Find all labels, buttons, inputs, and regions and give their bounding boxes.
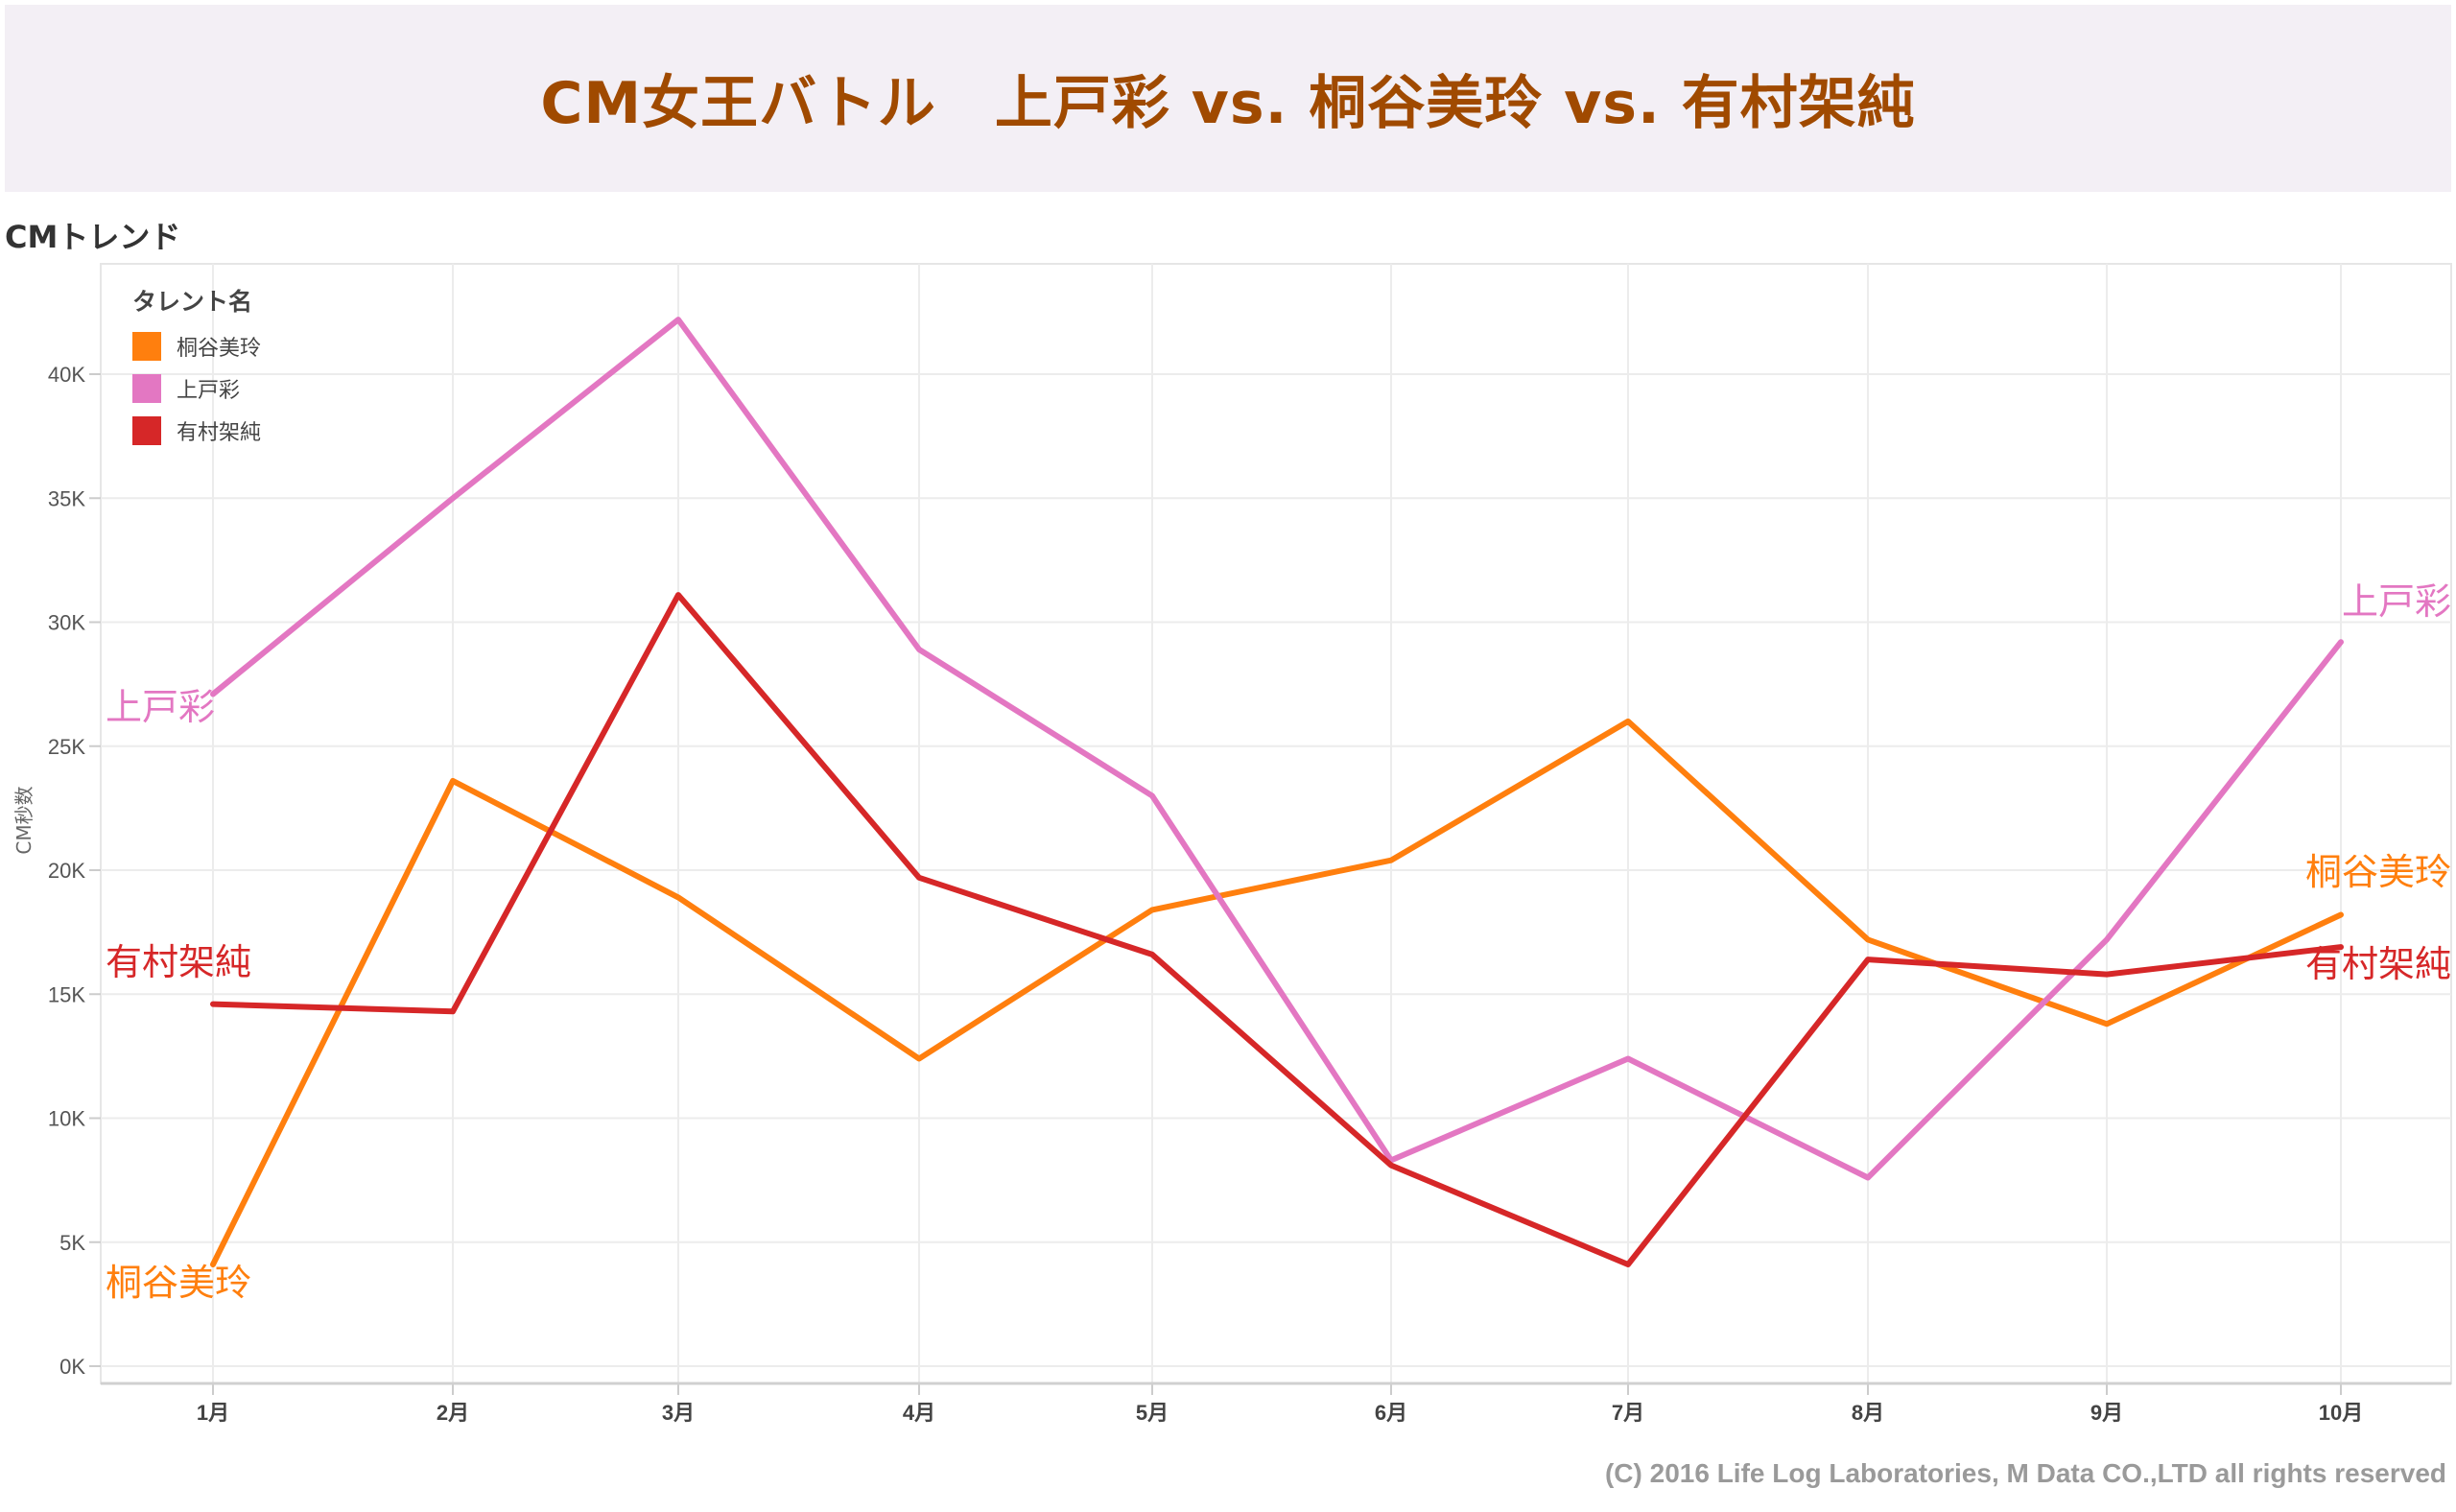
- page-title: CM女王バトル 上戸彩 vs. 桐谷美玲 vs. 有村架純: [540, 70, 1916, 137]
- series-end-label: 有村架純: [106, 941, 251, 983]
- x-tick-label: 10月: [2319, 1401, 2363, 1425]
- legend-title: タレント名: [132, 288, 253, 316]
- series-end-label: 桐谷美玲: [2305, 851, 2451, 893]
- x-tick-label: 6月: [1375, 1401, 1407, 1425]
- legend-swatch: [132, 374, 161, 403]
- legend-item[interactable]: 有村架純: [132, 410, 261, 452]
- legend: タレント名 桐谷美玲 上戸彩 有村架純: [132, 283, 261, 452]
- y-tick-label: 25K: [48, 735, 85, 759]
- series-end-label: 上戸彩: [106, 686, 215, 728]
- x-tick-label: 9月: [2090, 1401, 2123, 1425]
- legend-item[interactable]: 桐谷美玲: [132, 325, 261, 367]
- series-lines: [210, 317, 2344, 1267]
- x-tick-label: 3月: [662, 1401, 695, 1425]
- x-tick-label: 5月: [1136, 1401, 1169, 1425]
- series-end-label: 桐谷美玲: [106, 1262, 251, 1304]
- series-line: [210, 592, 2344, 1267]
- y-tick-label: 5K: [59, 1231, 85, 1255]
- y-axis-title: CM秒数: [12, 786, 35, 854]
- y-tick-label: 40K: [48, 363, 85, 387]
- grid: [100, 263, 2452, 1384]
- axes: 0K 5K 10K 15K 20K 25K 30K 35K 40K 1月 2月 3月 4月 5月 6月 7月 8…: [12, 363, 2451, 1425]
- x-tick-label: 1月: [197, 1401, 229, 1425]
- x-tick-label: 2月: [437, 1401, 469, 1425]
- legend-item[interactable]: 上戸彩: [132, 367, 261, 410]
- y-tick-label: 35K: [48, 486, 85, 510]
- legend-swatch: [132, 332, 161, 361]
- plot-area: [100, 263, 2452, 1384]
- y-tick-label: 10K: [48, 1107, 85, 1131]
- legend-label: 桐谷美玲: [177, 337, 262, 361]
- x-tick-label: 4月: [903, 1401, 935, 1425]
- y-tick-label: 20K: [48, 859, 85, 883]
- series-line: [210, 718, 2344, 1267]
- series-end-label: 上戸彩: [2342, 580, 2451, 623]
- y-tick-label: 0K: [59, 1355, 85, 1379]
- legend-label: 上戸彩: [177, 379, 241, 403]
- x-tick-label: 8月: [1852, 1401, 1884, 1425]
- section-title: CMトレンド: [5, 219, 181, 255]
- legend-label: 有村架純: [177, 421, 262, 445]
- copyright-footer: (C) 2016 Life Log Laboratories, M Data C…: [1604, 1458, 2446, 1488]
- title-banner: CM女王バトル 上戸彩 vs. 桐谷美玲 vs. 有村架純: [5, 5, 2451, 192]
- series-end-label: 有村架純: [2305, 943, 2451, 985]
- x-tick-label: 7月: [1612, 1401, 1644, 1425]
- y-tick-label: 15K: [48, 982, 85, 1006]
- legend-swatch: [132, 416, 161, 445]
- y-tick-label: 30K: [48, 611, 85, 635]
- series-line: [210, 317, 2344, 1181]
